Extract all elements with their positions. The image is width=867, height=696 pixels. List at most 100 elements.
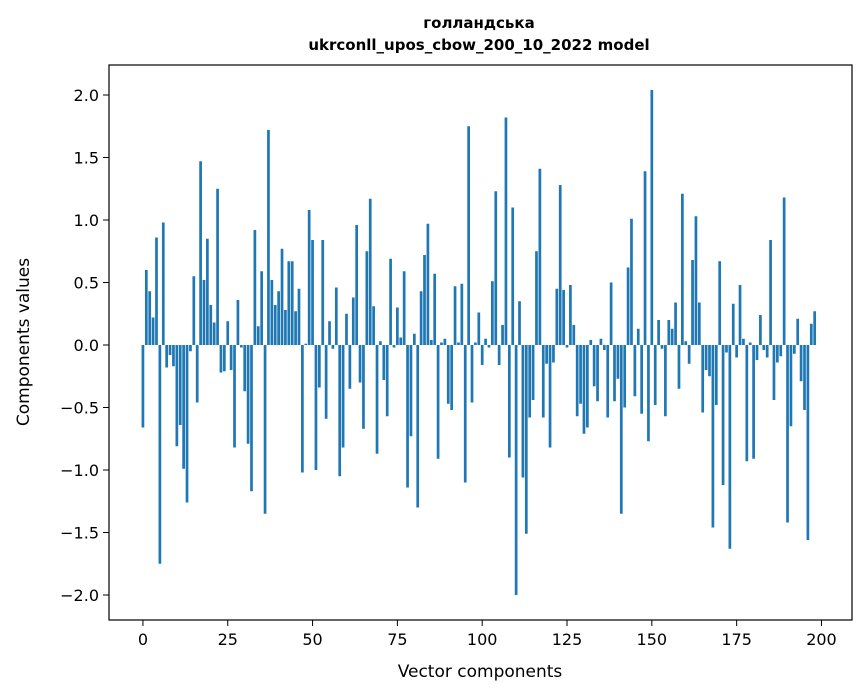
bar	[202, 280, 206, 345]
y-axis-ticks: −2.0 −1.5 −1.0 −0.5 0.0 0.5 1.0 1.5 2.0	[60, 86, 109, 605]
x-axis-ticks: 0 25 50 75 100 125 150 175 200	[138, 620, 837, 649]
bar	[216, 188, 219, 345]
bar	[446, 345, 450, 404]
bar	[182, 345, 185, 469]
bar	[141, 345, 145, 428]
bar	[429, 340, 433, 345]
bar	[389, 258, 392, 345]
bar	[284, 310, 287, 345]
bar	[480, 345, 484, 365]
bar	[280, 248, 284, 345]
bar	[392, 345, 396, 348]
bar	[779, 345, 783, 357]
bar	[670, 328, 674, 345]
bar	[782, 197, 786, 345]
x-tick-label: 50	[302, 630, 322, 649]
y-tick-label: −1.5	[60, 524, 99, 543]
bar	[484, 338, 487, 345]
bar	[212, 322, 216, 345]
y-tick-label: 1.5	[74, 149, 99, 168]
bar	[704, 345, 708, 370]
bar	[596, 345, 599, 402]
bar	[677, 345, 681, 389]
bar	[575, 345, 579, 417]
bar	[250, 345, 253, 492]
bar	[358, 345, 362, 383]
bar	[341, 345, 345, 448]
bar	[599, 338, 603, 345]
bar	[697, 302, 701, 345]
bar	[762, 345, 766, 350]
bar	[643, 171, 647, 345]
bar	[253, 230, 257, 345]
bar	[192, 276, 196, 345]
y-tick-label: −0.5	[60, 399, 99, 418]
bar	[799, 345, 803, 382]
bar	[558, 185, 562, 345]
bar	[687, 345, 691, 364]
y-tick-label: 2.0	[74, 86, 99, 105]
bar	[402, 271, 406, 345]
bar	[436, 345, 440, 459]
bar	[592, 345, 596, 387]
bar	[497, 345, 501, 365]
bar	[148, 291, 152, 345]
bar	[660, 345, 664, 349]
bar	[460, 283, 464, 345]
bar	[796, 318, 800, 345]
bar	[362, 345, 365, 429]
bar	[351, 297, 355, 345]
bar	[504, 117, 508, 345]
bar	[619, 345, 623, 514]
bar	[294, 311, 297, 345]
bar	[368, 198, 372, 345]
bar	[721, 345, 725, 485]
bar	[718, 261, 722, 345]
bar	[755, 345, 759, 360]
x-tick-label: 200	[806, 630, 837, 649]
bar	[616, 345, 620, 379]
bar	[657, 320, 660, 345]
bar	[613, 345, 616, 402]
bar	[467, 126, 470, 345]
bar	[535, 251, 538, 345]
bar	[813, 311, 817, 345]
bar	[263, 345, 267, 514]
x-tick-label: 125	[552, 630, 583, 649]
bar	[273, 305, 277, 345]
bar	[396, 307, 399, 345]
bar	[725, 345, 728, 353]
bar	[328, 321, 331, 345]
bar	[416, 345, 420, 508]
bar	[565, 345, 569, 348]
bar	[538, 168, 542, 345]
bar	[789, 345, 793, 427]
bar	[277, 291, 280, 345]
plot-frame	[108, 64, 853, 621]
bar	[674, 302, 677, 345]
bar	[304, 343, 308, 345]
chart-title: голландська	[423, 14, 534, 32]
bar	[385, 345, 389, 417]
bar	[491, 281, 494, 345]
bar	[239, 345, 243, 348]
y-tick-label: 0.0	[74, 336, 99, 355]
bar	[423, 255, 426, 345]
bar	[776, 345, 779, 363]
bar	[178, 345, 182, 425]
bar	[633, 345, 637, 397]
bar	[151, 317, 155, 345]
bar	[144, 270, 148, 345]
bar	[260, 271, 264, 345]
bar	[653, 345, 657, 405]
bar	[406, 345, 409, 488]
bar	[287, 261, 291, 345]
bar	[511, 207, 515, 345]
bar	[155, 237, 158, 345]
bar	[694, 216, 698, 345]
bar	[175, 345, 179, 447]
bar	[681, 193, 684, 345]
bar	[742, 338, 745, 345]
bar	[172, 345, 175, 367]
